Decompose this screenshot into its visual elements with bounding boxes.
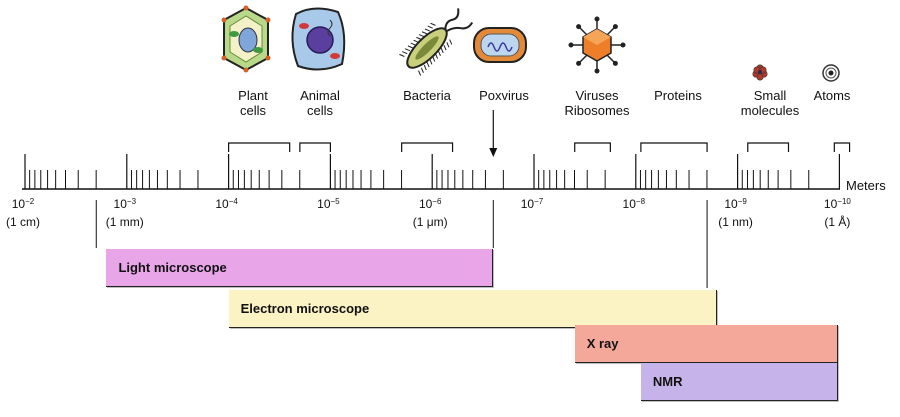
- bacteria-label: Bacteria: [403, 88, 451, 103]
- bacterium-icon: [399, 8, 474, 76]
- poxvirus-arrowhead: [489, 148, 498, 157]
- axis-tick-label: 10−2: [11, 197, 35, 211]
- small-molecules-range-bracket: [747, 142, 790, 152]
- x-ray-label: X ray: [586, 336, 619, 351]
- axis-tick-label: 10−7: [520, 197, 544, 211]
- animal-cells-range-bracket: [299, 142, 331, 152]
- poxvirus-label: Poxvirus: [479, 88, 529, 103]
- axis-tick-label: 10−4: [215, 197, 238, 211]
- nmr-label: NMR: [652, 374, 683, 389]
- electron-microscope-bar: Electron microscope: [228, 290, 718, 328]
- plant-cell-icon: [221, 5, 271, 73]
- axis-unit-annotation: (1 μm): [412, 215, 448, 229]
- atom-icon: [822, 64, 840, 82]
- animal-cell-icon: [291, 7, 346, 71]
- electron-microscope-label: Electron microscope: [240, 301, 370, 316]
- molecule-icon: [752, 64, 768, 81]
- animal-cells-label: Animal cells: [300, 88, 340, 118]
- small-molecules-label: Small molecules: [740, 88, 800, 118]
- poxvirus-icon: [473, 27, 527, 63]
- virus-icon: [568, 16, 626, 74]
- nmr-bar: NMR: [640, 363, 838, 401]
- atoms-label: Atoms: [813, 88, 851, 103]
- axis-unit-annotation: (1 mm): [105, 215, 144, 229]
- proteins-label: Proteins: [654, 88, 702, 103]
- axis-tick-label: 10−10: [823, 197, 851, 211]
- axis-tick-label: 10−3: [113, 197, 137, 211]
- axis-unit-annotation: (1 cm): [6, 215, 40, 229]
- viruses-ribosomes-range-bracket: [574, 142, 611, 152]
- plant-cells-range-bracket: [228, 142, 291, 152]
- axis-tick-label: 10−8: [622, 197, 646, 211]
- proteins-range-bracket: [640, 142, 708, 152]
- bacteria-range-bracket: [401, 142, 454, 152]
- viruses-ribosomes-label: Viruses Ribosomes: [564, 88, 630, 118]
- axis-unit-annotation: (1 Å): [824, 215, 851, 229]
- axis-tick-label: 10−6: [418, 197, 442, 211]
- plant-cells-label: Plant cells: [238, 88, 268, 118]
- axis-tick-label: 10−9: [724, 197, 747, 211]
- x-ray-bar: X ray: [574, 325, 838, 363]
- light-microscope-bar: Light microscope: [106, 249, 494, 287]
- axis-unit-label: Meters: [846, 178, 886, 193]
- axis-unit-annotation: (1 nm): [718, 215, 753, 229]
- light-microscope-label: Light microscope: [118, 260, 227, 275]
- atoms-range-bracket: [833, 142, 851, 152]
- axis-tick-label: 10−5: [317, 197, 340, 211]
